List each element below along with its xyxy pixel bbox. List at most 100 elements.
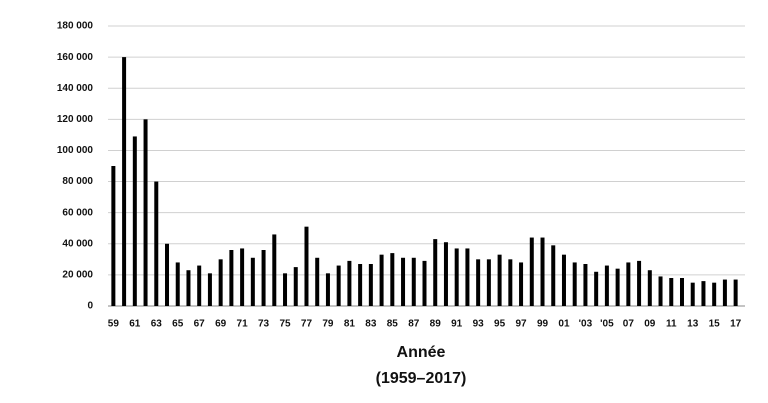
- bar: [143, 119, 148, 306]
- bar: [411, 257, 416, 306]
- bar: [336, 265, 341, 306]
- x-tick-label: 11: [666, 319, 677, 330]
- bar: [476, 259, 481, 306]
- y-tick-label: 20 000: [62, 270, 93, 281]
- bar: [315, 257, 320, 306]
- x-tick-label: 89: [430, 319, 442, 330]
- bar: [529, 237, 534, 306]
- bar: [186, 270, 191, 306]
- x-tick-label: '05: [600, 319, 614, 330]
- x-tick-label: 61: [129, 319, 141, 330]
- bar: [368, 264, 373, 306]
- bar: [218, 259, 223, 306]
- x-tick-label: 09: [644, 319, 656, 330]
- bar: [519, 262, 524, 306]
- x-tick-label: 17: [730, 319, 742, 330]
- bar: [379, 254, 384, 306]
- bar: [240, 248, 245, 306]
- x-tick-label: 67: [194, 319, 206, 330]
- bar: [401, 257, 406, 306]
- bar: [583, 264, 588, 306]
- x-tick-label: 77: [301, 319, 313, 330]
- bar: [679, 278, 684, 306]
- y-tick-label: 80 000: [62, 176, 93, 187]
- bar: [347, 260, 352, 306]
- bar: [154, 181, 159, 306]
- bar: [390, 253, 395, 306]
- x-tick-label: 83: [365, 319, 377, 330]
- y-tick-label: 100 000: [57, 145, 94, 156]
- x-tick-label: 07: [623, 319, 635, 330]
- bar: [175, 262, 180, 306]
- bar: [272, 234, 277, 306]
- x-tick-label: 71: [237, 319, 249, 330]
- bar: [701, 281, 706, 306]
- bar: [712, 282, 717, 306]
- bar: [497, 254, 502, 306]
- bar: [626, 262, 631, 306]
- x-tick-label: 13: [687, 319, 699, 330]
- x-tick-label: 15: [709, 319, 721, 330]
- bar: [658, 276, 663, 306]
- x-tick-label: 99: [537, 319, 549, 330]
- bar: [122, 57, 127, 306]
- x-tick-label: 63: [151, 319, 163, 330]
- bar: [132, 136, 137, 306]
- x-tick-label: 75: [279, 319, 291, 330]
- x-tick-label: 85: [387, 319, 399, 330]
- y-tick-label: 140 000: [57, 83, 94, 94]
- bar: [111, 166, 116, 306]
- bar: [594, 271, 599, 306]
- x-tick-label: 69: [215, 319, 227, 330]
- bar: [572, 262, 577, 306]
- bar: [486, 259, 491, 306]
- bar: [561, 254, 566, 306]
- bar: [325, 273, 330, 306]
- x-axis-title: Année: [397, 344, 446, 361]
- y-tick-label: 0: [87, 301, 93, 312]
- bar: [207, 273, 212, 306]
- x-axis-subtitle: (1959–2017): [376, 370, 467, 387]
- y-tick-label: 40 000: [62, 238, 93, 249]
- x-tick-label: 95: [494, 319, 506, 330]
- bar: [443, 242, 448, 306]
- bar: [229, 250, 234, 306]
- x-tick-label: 97: [515, 319, 527, 330]
- x-tick-label: 73: [258, 319, 270, 330]
- x-tick-label: 01: [558, 319, 570, 330]
- x-tick-label: 81: [344, 319, 356, 330]
- bar: [647, 270, 652, 306]
- x-tick-label: 87: [408, 319, 420, 330]
- bar: [508, 259, 513, 306]
- x-tick-label: 59: [108, 319, 120, 330]
- x-tick-label: 91: [451, 319, 463, 330]
- x-tick-label: 65: [172, 319, 184, 330]
- x-tick-label: 93: [473, 319, 485, 330]
- x-tick-label: 79: [322, 319, 334, 330]
- bar: [433, 239, 438, 306]
- y-tick-label: 160 000: [57, 52, 94, 63]
- x-tick-label: '03: [579, 319, 593, 330]
- bar: [722, 279, 727, 306]
- bar: [165, 243, 170, 306]
- bar: [551, 245, 556, 306]
- bar: [261, 250, 266, 306]
- bar: [304, 226, 309, 306]
- bar: [283, 273, 288, 306]
- bar: [197, 265, 202, 306]
- bar: [358, 264, 363, 306]
- bar: [669, 278, 674, 306]
- bar: [465, 248, 470, 306]
- y-tick-label: 180 000: [57, 21, 94, 32]
- bar: [690, 282, 695, 306]
- bar: [422, 260, 427, 306]
- bar: [293, 267, 298, 306]
- bar: [615, 268, 620, 306]
- y-tick-label: 60 000: [62, 207, 93, 218]
- bar: [454, 248, 459, 306]
- bar: [604, 265, 609, 306]
- bar: [637, 260, 642, 306]
- bar: [540, 237, 545, 306]
- bar: [733, 279, 738, 306]
